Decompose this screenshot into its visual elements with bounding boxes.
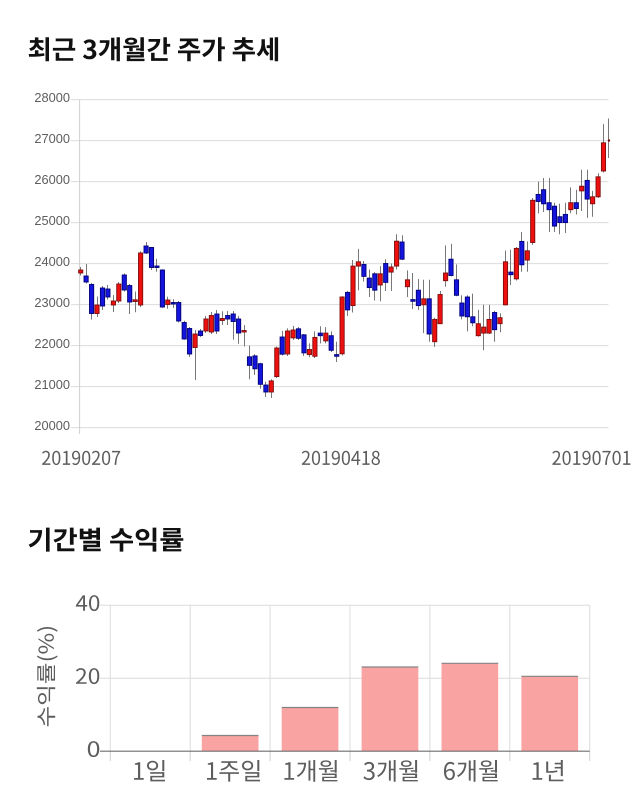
svg-text:25000: 25000 <box>34 213 70 228</box>
svg-text:23000: 23000 <box>34 295 70 310</box>
svg-text:20000: 20000 <box>34 418 70 433</box>
svg-text:27000: 27000 <box>34 131 70 146</box>
svg-text:28000: 28000 <box>34 90 70 105</box>
svg-text:24000: 24000 <box>34 254 70 269</box>
svg-text:22000: 22000 <box>34 336 70 351</box>
svg-text:21000: 21000 <box>34 377 70 392</box>
svg-text:26000: 26000 <box>34 172 70 187</box>
